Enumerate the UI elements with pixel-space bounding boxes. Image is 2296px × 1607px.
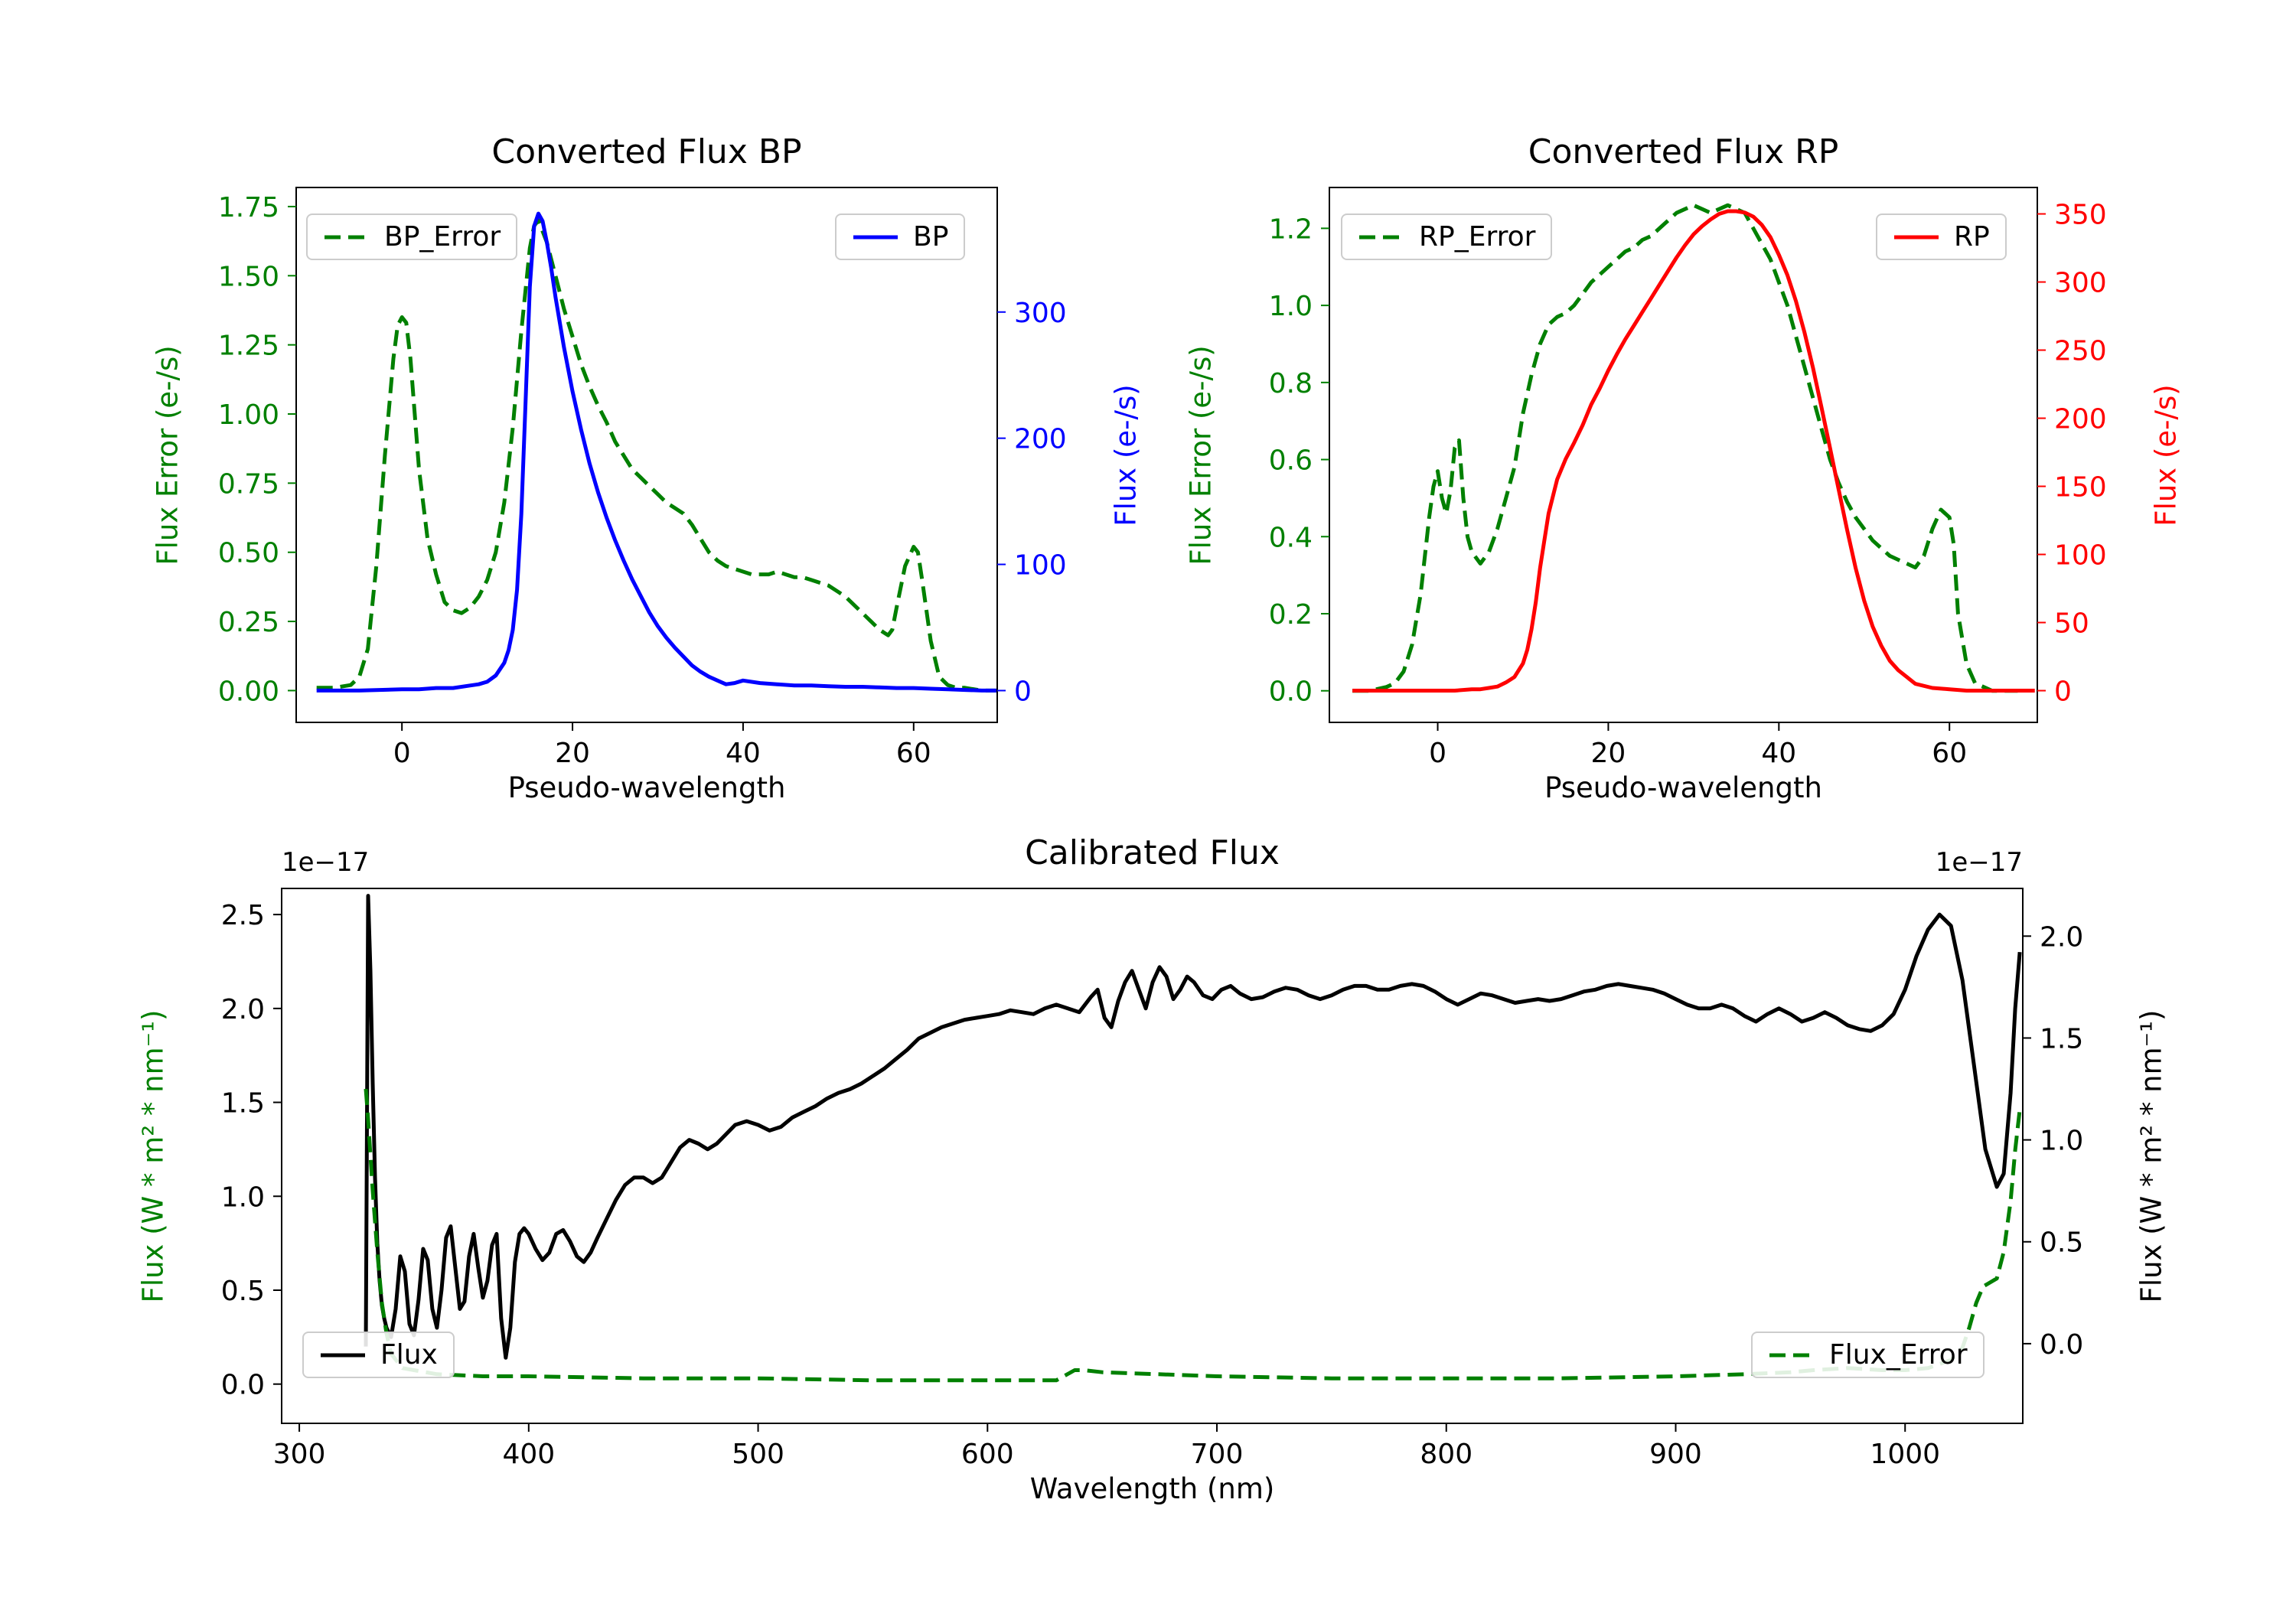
- x-tick-label: 300: [273, 1439, 326, 1470]
- chart-bp-title: Converted Flux BP: [491, 132, 802, 171]
- legend-label-bp: BP: [913, 221, 949, 253]
- y-tick-label-left: 1.75: [218, 192, 279, 223]
- legend-label-bp-error: BP_Error: [384, 221, 501, 253]
- legend-bp-error: BP_Error: [306, 214, 518, 260]
- y-tick-label-right: 2.0: [2040, 921, 2083, 953]
- series-BP_Error: [316, 218, 997, 693]
- legend-line-rp: [1894, 235, 1939, 239]
- legend-label-flux: Flux: [380, 1339, 438, 1371]
- y-tick-label-right: 0.5: [2040, 1227, 2083, 1259]
- y-tick-label-left: 1.2: [1269, 214, 1313, 245]
- chart-calibrated-ylabel-left: Flux (W * m² * nm⁻¹): [136, 1009, 170, 1302]
- y-tick-label-right: 1.5: [2040, 1023, 2083, 1054]
- y-tick-label-right: 250: [2054, 336, 2107, 367]
- y-tick-label-left: 1.25: [218, 331, 279, 362]
- y-tick-label-right: 300: [1014, 298, 1067, 329]
- axes-frame: [295, 187, 998, 723]
- x-tick-label: 800: [1420, 1439, 1473, 1470]
- y-tick-label-left: 0.75: [218, 468, 279, 500]
- x-tick-label: 40: [1761, 738, 1796, 769]
- y-tick-label-left: 2.0: [221, 994, 265, 1025]
- chart-calibrated-title: Calibrated Flux: [1025, 833, 1280, 872]
- y-tick-label-right: 0.0: [2040, 1329, 2083, 1361]
- x-tick-label: 20: [1591, 738, 1626, 769]
- y-tick-label-right: 0: [1014, 676, 1032, 707]
- y-tick-label-left: 0.6: [1269, 445, 1313, 477]
- offset-text-left: 1e−17: [282, 847, 370, 878]
- legend-label-rp: RP: [1954, 221, 1990, 253]
- legend-label-rp-error: RP_Error: [1419, 221, 1536, 253]
- legend-line-flux-error: [1769, 1353, 1814, 1357]
- legend-line-rp-error: [1359, 235, 1404, 239]
- legend-bp: BP: [835, 214, 966, 260]
- legend-label-flux-error: Flux_Error: [1829, 1339, 1968, 1371]
- x-tick-label: 40: [726, 738, 761, 769]
- chart-rp-ylabel-right: Flux (e-/s): [2149, 383, 2183, 526]
- y-tick-label-left: 1.50: [218, 261, 279, 292]
- y-tick-label-left: 0.0: [1269, 676, 1313, 708]
- y-tick-label-left: 0.4: [1269, 522, 1313, 553]
- x-tick-label: 500: [732, 1439, 784, 1470]
- y-tick-label-right: 300: [2054, 268, 2107, 299]
- x-tick-label: 400: [502, 1439, 555, 1470]
- series-Flux: [364, 894, 2022, 1360]
- y-tick-label-left: 0.25: [218, 607, 279, 638]
- legend-rp-error: RP_Error: [1341, 214, 1553, 260]
- y-tick-label-left: 1.0: [1269, 291, 1313, 322]
- series-RP: [1352, 209, 2035, 693]
- chart-rp-ylabel-left: Flux Error (e-/s): [1184, 344, 1218, 566]
- chart-calibrated-ylabel-right: Flux (W * m² * nm⁻¹): [2135, 1009, 2168, 1302]
- y-tick-label-left: 0.00: [218, 676, 279, 707]
- x-tick-label: 0: [1429, 738, 1446, 769]
- y-tick-label-right: 0: [2054, 676, 2072, 708]
- chart-rp-xlabel: Pseudo-wavelength: [1544, 771, 1822, 804]
- x-tick-label: 600: [961, 1439, 1014, 1470]
- legend-rp: RP: [1876, 214, 2007, 260]
- legend-flux-error: Flux_Error: [1751, 1332, 1985, 1378]
- x-tick-label: 1000: [1870, 1439, 1940, 1470]
- legend-line-bp-error: [325, 235, 369, 239]
- y-tick-label-left: 0.8: [1269, 368, 1313, 399]
- legend-line-bp: [853, 235, 898, 239]
- chart-rp-title: Converted Flux RP: [1528, 132, 1839, 171]
- y-tick-label-right: 150: [2054, 472, 2107, 504]
- offset-text-right: 1e−17: [1935, 847, 2023, 878]
- y-tick-label-left: 0.2: [1269, 599, 1313, 631]
- x-tick-label: 0: [393, 738, 411, 769]
- series-RP_Error: [1352, 203, 2018, 693]
- x-tick-label: 20: [555, 738, 590, 769]
- chart-bp-ylabel-right: Flux (e-/s): [1109, 383, 1143, 526]
- axes-frame: [281, 888, 2024, 1424]
- y-tick-label-left: 0.50: [218, 538, 279, 569]
- y-tick-label-left: 1.5: [221, 1088, 265, 1120]
- y-tick-label-right: 50: [2054, 608, 2089, 640]
- x-tick-label: 60: [1932, 738, 1967, 769]
- x-tick-label: 700: [1191, 1439, 1244, 1470]
- y-tick-label-left: 1.00: [218, 399, 279, 431]
- legend-flux: Flux: [302, 1332, 455, 1378]
- legend-line-flux: [321, 1353, 365, 1357]
- y-tick-label-right: 1.0: [2040, 1126, 2083, 1157]
- y-tick-label-left: 2.5: [221, 900, 265, 931]
- y-tick-label-right: 200: [1014, 424, 1067, 455]
- y-tick-label-left: 0.5: [221, 1276, 265, 1307]
- y-tick-label-left: 1.0: [221, 1182, 265, 1213]
- chart-bp-ylabel-left: Flux Error (e-/s): [151, 344, 184, 566]
- x-tick-label: 900: [1649, 1439, 1702, 1470]
- y-tick-label-right: 200: [2054, 404, 2107, 435]
- y-tick-label-right: 100: [1014, 550, 1067, 582]
- series-BP: [316, 211, 997, 693]
- y-tick-label-right: 350: [2054, 200, 2107, 231]
- y-tick-label-right: 100: [2054, 540, 2107, 572]
- chart-bp-xlabel: Pseudo-wavelength: [507, 771, 786, 804]
- y-tick-label-left: 0.0: [221, 1370, 265, 1401]
- x-tick-label: 60: [896, 738, 931, 769]
- axes-frame: [1329, 187, 2038, 723]
- chart-calibrated-xlabel: Wavelength (nm): [1029, 1472, 1275, 1505]
